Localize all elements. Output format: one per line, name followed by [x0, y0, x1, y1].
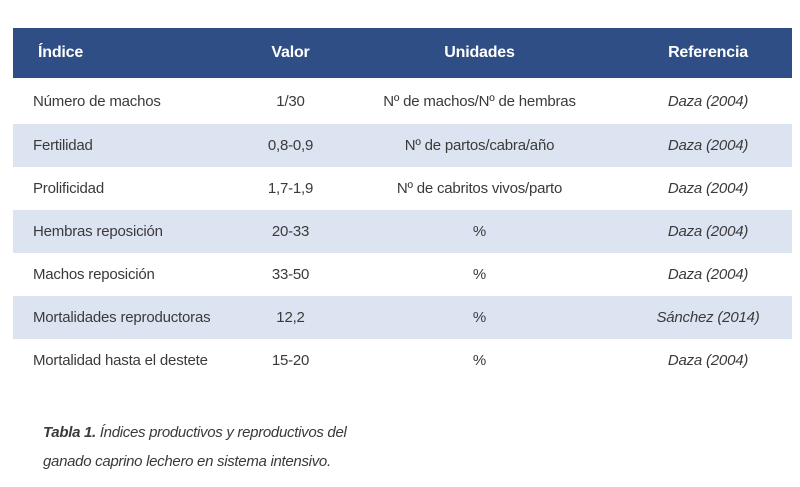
table-caption: Tabla 1. Índices productivos y reproduct… — [43, 418, 403, 476]
header-referencia: Referencia — [668, 44, 748, 61]
table-row: Prolificidad 1,7-1,9 Nº de cabritos vivo… — [13, 167, 792, 210]
cell-valor: 12,2 — [276, 309, 305, 326]
data-table-container: Índice Valor Unidades Referencia Número … — [13, 28, 792, 382]
header-indice: Índice — [38, 44, 84, 61]
cell-unidades: Nº de machos/Nº de hembras — [383, 92, 576, 110]
cell-unidades: % — [472, 266, 487, 283]
cell-indice: Número de machos — [33, 92, 161, 110]
table-row: Fertilidad 0,8-0,9 Nº de partos/cabra/añ… — [13, 124, 792, 167]
cell-indice: Machos reposición — [33, 266, 155, 283]
cell-referencia: Daza (2004) — [667, 223, 749, 240]
cell-referencia: Daza (2004) — [667, 352, 749, 369]
cell-valor: 33-50 — [271, 266, 310, 283]
caption-line-1: Índices productivos y reproductivos del — [99, 424, 347, 441]
cell-unidades: Nº de cabritos vivos/parto — [396, 180, 563, 197]
cell-unidades: % — [472, 309, 487, 326]
cell-valor: 0,8-0,9 — [267, 137, 314, 154]
table-row: Machos reposición 33-50 % Daza (2004) — [13, 253, 792, 296]
cell-referencia: Daza (2004) — [667, 92, 749, 110]
cell-indice: Mortalidad hasta el destete — [33, 352, 208, 369]
cell-referencia: Daza (2004) — [667, 266, 749, 283]
header-unidades: Unidades — [444, 44, 515, 61]
table-header-row: Índice Valor Unidades Referencia — [13, 28, 792, 78]
table-row: Mortalidades reproductoras 12,2 % Sánche… — [13, 296, 792, 339]
cell-unidades: % — [472, 352, 487, 369]
cell-valor: 20-33 — [271, 223, 310, 240]
cell-valor: 1,7-1,9 — [267, 180, 314, 197]
cell-valor: 1/30 — [276, 92, 305, 110]
caption-label: Tabla 1. — [43, 424, 96, 441]
table-row: Mortalidad hasta el destete 15-20 % Daza… — [13, 339, 792, 382]
table-row: Número de machos 1/30 Nº de machos/Nº de… — [13, 78, 792, 124]
cell-unidades: Nº de partos/cabra/año — [404, 137, 555, 154]
cell-referencia: Sánchez (2014) — [656, 309, 760, 326]
header-valor: Valor — [271, 44, 310, 61]
table-row: Hembras reposición 20-33 % Daza (2004) — [13, 210, 792, 253]
cell-valor: 15-20 — [271, 352, 310, 369]
cell-unidades: % — [472, 223, 487, 240]
cell-indice: Prolificidad — [33, 180, 104, 197]
caption-line-2: ganado caprino lechero en sistema intens… — [43, 453, 331, 470]
cell-indice: Fertilidad — [33, 137, 93, 154]
cell-referencia: Daza (2004) — [667, 180, 749, 197]
data-table: Índice Valor Unidades Referencia Número … — [13, 28, 792, 382]
cell-indice: Mortalidades reproductoras — [33, 309, 211, 326]
cell-referencia: Daza (2004) — [667, 137, 749, 154]
cell-indice: Hembras reposición — [33, 223, 163, 240]
